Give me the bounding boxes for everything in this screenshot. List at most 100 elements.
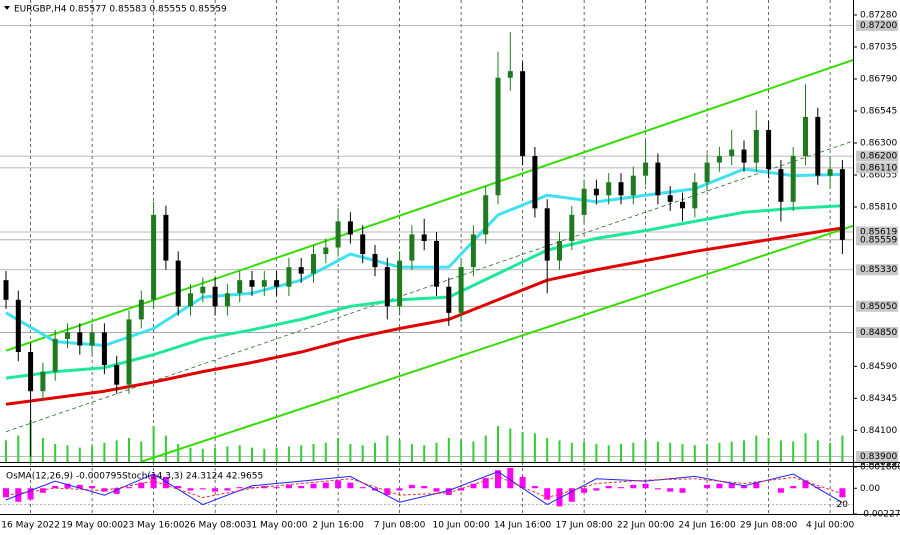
- axes: [0, 0, 900, 515]
- osma-bar: [507, 467, 514, 489]
- x-tick-label: 19 May 00:00: [61, 521, 123, 531]
- moving-average: [5, 167, 843, 347]
- volume-bar: [644, 440, 647, 462]
- y-tick-label: 0.86545: [860, 107, 897, 117]
- x-tick-label: 2 Jun 16:00: [312, 521, 364, 531]
- osma-bar: [89, 485, 96, 489]
- candle-body: [28, 352, 34, 392]
- candle-body: [126, 319, 132, 385]
- osma-bar: [814, 487, 821, 489]
- volume-bar: [5, 440, 7, 462]
- candle-body: [470, 234, 476, 268]
- candle-body: [89, 332, 95, 346]
- osma-bar: [716, 483, 723, 489]
- candle-body: [630, 175, 636, 196]
- osma-bar: [581, 488, 588, 493]
- candle-body: [212, 286, 218, 307]
- candle-body: [261, 280, 267, 287]
- osma-bar: [126, 487, 132, 489]
- level-label: 0.85330: [860, 265, 897, 275]
- osc-tick-label: 0.00: [860, 484, 880, 494]
- y-tick-label: 0.83855: [860, 458, 897, 468]
- osma-bar: [568, 488, 575, 502]
- x-tick-label: 4 Jul 00:00: [806, 521, 855, 531]
- candle-body: [188, 293, 193, 307]
- volume-bar: [374, 442, 376, 462]
- symbol-header: EURGBP,H4 0.85577 0.85583 0.85555 0.8555…: [14, 5, 227, 15]
- volume-bar: [410, 444, 413, 462]
- osma-bar: [704, 484, 711, 489]
- x-tick-label: 16 May 2022: [1, 521, 60, 531]
- osma-bar: [224, 488, 231, 491]
- candle-body: [163, 214, 169, 261]
- osma-bar: [236, 487, 243, 489]
- volume-bar: [706, 444, 709, 462]
- osc-tick-label: 0.001880: [860, 463, 900, 473]
- y-tick-label: 0.86055: [860, 171, 897, 181]
- volume-bar: [300, 445, 303, 462]
- trend-line: [140, 224, 853, 462]
- osma-bar: [605, 485, 612, 489]
- level-label: 0.85559: [860, 235, 897, 245]
- y-tick-label: 0.85810: [860, 203, 897, 213]
- candle-body: [532, 156, 538, 209]
- moving-average: [5, 204, 843, 380]
- volume-bar: [816, 440, 819, 462]
- level-tag: [856, 234, 898, 246]
- volume-bar: [583, 441, 586, 462]
- osma-bar: [273, 487, 280, 489]
- osma-bar: [199, 488, 206, 490]
- osma-bar: [27, 488, 34, 500]
- osma-bar: [544, 488, 551, 500]
- volume-bar: [17, 435, 20, 462]
- volume-bar: [201, 448, 204, 462]
- osma-bar: [753, 482, 760, 489]
- candle-body: [224, 293, 230, 307]
- candle-body: [839, 169, 845, 240]
- osma-bar: [310, 483, 317, 489]
- osma-bar: [630, 484, 637, 489]
- level-tag: [856, 451, 898, 463]
- x-tick-label: 7 Jun 08:00: [374, 521, 426, 531]
- osma-bar: [531, 485, 538, 489]
- volume-bar: [324, 442, 327, 462]
- level-tag: [856, 264, 898, 276]
- candle-body: [655, 162, 661, 196]
- candle-body: [507, 71, 513, 78]
- y-tick-label: 0.84345: [860, 394, 897, 404]
- volume-bar: [521, 432, 524, 462]
- osma-bar: [212, 488, 219, 492]
- candle-body: [606, 182, 612, 196]
- volume-bar: [226, 446, 229, 462]
- volume-bar: [103, 442, 106, 462]
- osma-bar: [679, 488, 686, 493]
- volume-bar: [214, 447, 217, 462]
- volume-bar: [804, 433, 807, 462]
- volume-bar: [91, 446, 94, 462]
- candle-body: [815, 116, 821, 176]
- osma-bar: [150, 474, 157, 489]
- candle-body: [434, 240, 439, 287]
- osma-bar: [162, 476, 169, 489]
- candle-body: [347, 221, 353, 235]
- volume-bar: [743, 440, 745, 462]
- volume-bar: [349, 444, 352, 462]
- volume-bar: [570, 442, 573, 462]
- level-label: 0.86110: [860, 163, 897, 173]
- trend-line: [5, 58, 853, 352]
- candle-body: [827, 169, 833, 176]
- osma-bar: [347, 482, 354, 489]
- osma-bar: [396, 488, 403, 491]
- x-tick-label: 22 Jun 00:00: [617, 521, 674, 531]
- candle-body: [593, 188, 599, 196]
- osma-bar: [138, 482, 145, 489]
- volume-bar: [779, 440, 782, 462]
- volume-bar: [460, 440, 463, 462]
- candle-body: [409, 234, 415, 261]
- volume-bar: [398, 440, 401, 462]
- volume-bar: [54, 444, 57, 462]
- osma-bar: [458, 488, 465, 491]
- candle-body: [753, 129, 759, 163]
- candle-body: [237, 280, 243, 294]
- candle-body: [581, 188, 587, 215]
